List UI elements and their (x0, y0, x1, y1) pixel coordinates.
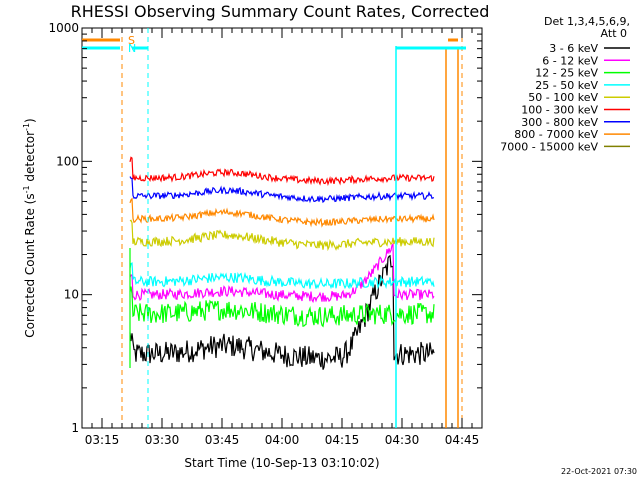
x-tick-label: 04:30 (385, 433, 420, 447)
y-tick-label: 1 (71, 421, 79, 435)
x-tick-label: 04:00 (265, 433, 300, 447)
series-line-6 (129, 176, 434, 204)
legend-entry-label: 7000 - 15000 keV (500, 140, 598, 153)
x-tick-label: 04:15 (325, 433, 360, 447)
y-axis-label: Corrected Count Rate (s-1 detector-1) (22, 118, 37, 337)
y-axis: 1 10 100 1000 (48, 21, 482, 435)
legend-entry-label: 50 - 100 keV (528, 91, 598, 104)
legend-entry-label: 25 - 50 keV (535, 79, 598, 92)
x-axis-label: Start Time (10-Sep-13 03:10:02) (184, 456, 379, 470)
flag-S: S (82, 28, 463, 428)
y-tick-label: 100 (56, 154, 79, 168)
x-tick-label: 04:45 (445, 433, 480, 447)
legend-entry-label: 100 - 300 keV (521, 104, 598, 117)
series-line-0 (129, 254, 435, 370)
y-tick-label: 10 (64, 288, 79, 302)
x-axis: 03:15 03:30 03:45 04:00 04:15 04:30 04:45 (81, 28, 483, 447)
timestamp: 22-Oct-2021 07:30 (561, 467, 637, 476)
plot-area (81, 27, 483, 429)
series-line-2 (129, 286, 435, 328)
legend-header-detectors: Det 1,3,4,5,6,9, (544, 15, 630, 28)
y-tick-label: 1000 (48, 21, 79, 35)
x-tick-label: 03:30 (145, 433, 180, 447)
legend-header-attenuator: Att 0 (601, 27, 627, 40)
legend-entry-label: 3 - 6 keV (549, 42, 598, 55)
x-tick-label: 03:15 (85, 433, 120, 447)
series-traces (129, 156, 435, 370)
series-line-1 (129, 242, 435, 304)
series-line-5 (129, 156, 435, 187)
legend-entry-label: 12 - 25 keV (535, 67, 598, 80)
legend-entry-label: 6 - 12 keV (542, 54, 598, 67)
legend-entry-label: 800 - 7000 keV (514, 128, 598, 141)
series-line-4 (129, 219, 435, 252)
legend-entry-label: 300 - 800 keV (521, 116, 598, 129)
flag-N: N (82, 28, 149, 428)
x-tick-label: 03:45 (205, 433, 240, 447)
observing-flags: SN (82, 28, 466, 428)
flag-label: S (128, 34, 135, 47)
chart-title: RHESSI Observing Summary Count Rates, Co… (71, 2, 490, 21)
series-line-7 (129, 197, 435, 228)
series-line-3 (129, 262, 435, 290)
